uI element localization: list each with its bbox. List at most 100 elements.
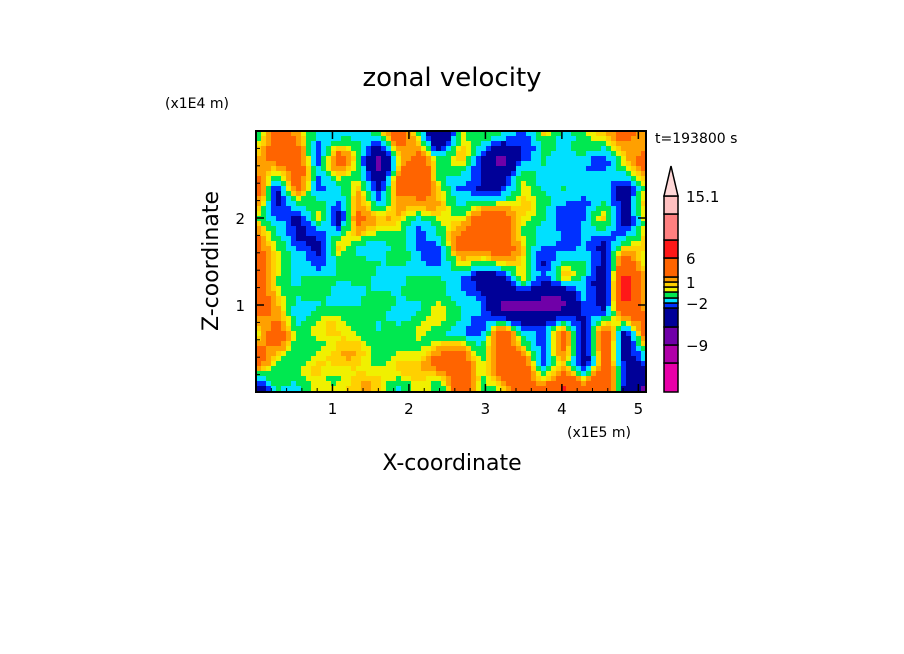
field-cell: [286, 166, 291, 171]
field-cell: [541, 211, 546, 216]
field-cell: [371, 246, 376, 251]
field-cell: [341, 231, 346, 236]
field-cell: [376, 211, 381, 216]
field-cell: [311, 156, 316, 161]
field-cell: [306, 366, 311, 371]
field-cell: [511, 336, 516, 341]
field-cell: [496, 276, 501, 281]
field-cell: [291, 386, 296, 391]
field-cell: [506, 286, 511, 291]
field-cell: [301, 146, 306, 151]
field-cell: [606, 201, 611, 206]
field-cell: [341, 356, 346, 361]
field-cell: [391, 316, 396, 321]
field-cell: [411, 286, 416, 291]
field-cell: [426, 176, 431, 181]
field-cell: [366, 306, 371, 311]
field-cell: [576, 296, 581, 301]
field-cell: [291, 326, 296, 331]
field-cell: [261, 276, 266, 281]
field-cell: [271, 266, 276, 271]
field-cell: [591, 271, 596, 276]
field-cell: [346, 361, 351, 366]
field-cell: [596, 316, 601, 321]
field-cell: [471, 246, 476, 251]
field-cell: [436, 136, 441, 141]
field-cell: [471, 266, 476, 271]
field-cell: [316, 261, 321, 266]
field-cell: [611, 171, 616, 176]
field-cell: [336, 271, 341, 276]
field-cell: [361, 231, 366, 236]
field-cell: [451, 261, 456, 266]
field-cell: [311, 261, 316, 266]
field-cell: [291, 371, 296, 376]
field-cell: [296, 136, 301, 141]
field-cell: [501, 236, 506, 241]
field-cell: [491, 176, 496, 181]
field-cell: [406, 341, 411, 346]
field-cell: [436, 251, 441, 256]
field-cell: [426, 306, 431, 311]
field-cell: [391, 286, 396, 291]
field-cell: [311, 331, 316, 336]
field-cell: [346, 271, 351, 276]
field-cell: [401, 281, 406, 286]
field-cell: [566, 226, 571, 231]
field-cell: [516, 256, 521, 261]
field-cell: [346, 316, 351, 321]
field-cell: [391, 271, 396, 276]
field-cell: [416, 156, 421, 161]
field-cell: [311, 351, 316, 356]
field-cell: [611, 331, 616, 336]
field-cell: [471, 296, 476, 301]
field-cell: [471, 311, 476, 316]
field-cell: [321, 356, 326, 361]
field-cell: [491, 361, 496, 366]
field-cell: [531, 371, 536, 376]
field-cell: [436, 171, 441, 176]
field-cell: [526, 171, 531, 176]
field-cell: [291, 171, 296, 176]
field-cell: [626, 226, 631, 231]
field-cell: [606, 261, 611, 266]
field-cell: [636, 181, 641, 186]
field-cell: [366, 231, 371, 236]
field-cell: [601, 346, 606, 351]
field-cell: [571, 381, 576, 386]
field-cell: [561, 156, 566, 161]
field-cell: [571, 326, 576, 331]
field-cell: [401, 316, 406, 321]
field-cell: [536, 141, 541, 146]
field-cell: [426, 351, 431, 356]
field-cell: [276, 246, 281, 251]
field-cell: [641, 296, 646, 301]
field-cell: [506, 216, 511, 221]
field-cell: [376, 281, 381, 286]
field-cell: [291, 136, 296, 141]
field-cell: [641, 246, 646, 251]
field-cell: [501, 146, 506, 151]
field-cell: [541, 286, 546, 291]
field-cell: [461, 361, 466, 366]
field-cell: [416, 351, 421, 356]
field-cell: [366, 341, 371, 346]
field-cell: [431, 366, 436, 371]
field-cell: [271, 356, 276, 361]
field-cell: [566, 376, 571, 381]
field-cell: [261, 161, 266, 166]
field-cell: [616, 326, 621, 331]
field-cell: [596, 256, 601, 261]
field-cell: [451, 376, 456, 381]
field-cell: [336, 231, 341, 236]
field-cell: [431, 246, 436, 251]
field-cell: [576, 276, 581, 281]
field-cell: [441, 181, 446, 186]
field-cell: [626, 296, 631, 301]
field-cell: [446, 236, 451, 241]
field-cell: [301, 231, 306, 236]
field-cell: [516, 366, 521, 371]
field-cell: [316, 196, 321, 201]
field-cell: [341, 276, 346, 281]
field-cell: [596, 186, 601, 191]
